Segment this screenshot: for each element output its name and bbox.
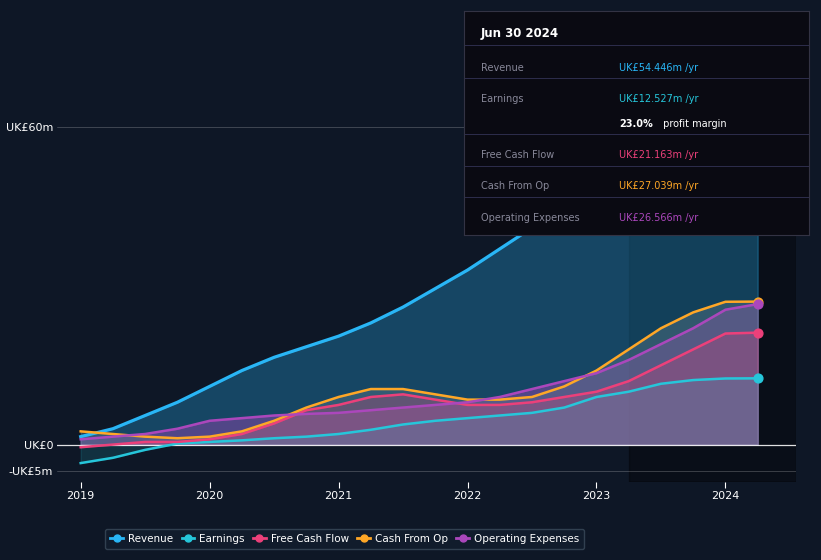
Point [751, 300, 764, 309]
Point [751, 152, 764, 161]
Text: Free Cash Flow: Free Cash Flow [481, 150, 554, 160]
Legend: Revenue, Earnings, Free Cash Flow, Cash From Op, Operating Expenses: Revenue, Earnings, Free Cash Flow, Cash … [105, 529, 585, 549]
Text: UK£27.039m /yr: UK£27.039m /yr [619, 181, 699, 192]
Bar [629, 101, 796, 482]
Point [751, 297, 764, 306]
Text: profit margin: profit margin [660, 119, 727, 129]
Point [751, 328, 764, 337]
Text: 23.0%: 23.0% [619, 119, 653, 129]
Text: UK£21.163m /yr: UK£21.163m /yr [619, 150, 698, 160]
Text: Cash From Op: Cash From Op [481, 181, 549, 192]
Text: UK£26.566m /yr: UK£26.566m /yr [619, 213, 699, 223]
Point [751, 374, 764, 383]
Text: Revenue: Revenue [481, 63, 524, 73]
Text: Operating Expenses: Operating Expenses [481, 213, 580, 223]
Text: Earnings: Earnings [481, 94, 524, 104]
Text: UK£12.527m /yr: UK£12.527m /yr [619, 94, 699, 104]
Text: UK£54.446m /yr: UK£54.446m /yr [619, 63, 698, 73]
Text: Jun 30 2024: Jun 30 2024 [481, 27, 559, 40]
